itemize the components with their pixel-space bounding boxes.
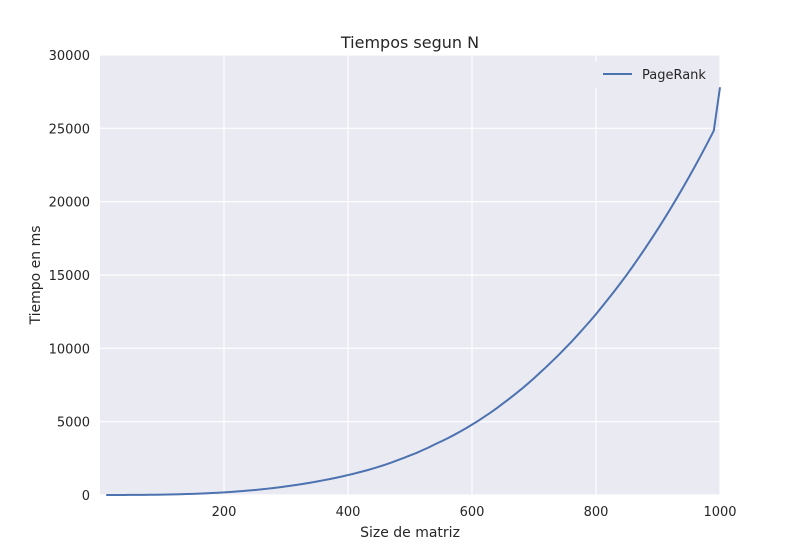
x-axis-ticks: 200 400 600 800 1000 bbox=[212, 505, 737, 520]
y-axis-ticks: 0 5000 10000 15000 20000 25000 30000 bbox=[49, 49, 90, 504]
y-tick-label: 30000 bbox=[49, 49, 90, 64]
grid-lines bbox=[100, 54, 721, 496]
series-layer bbox=[106, 87, 721, 496]
legend: PageRank bbox=[594, 62, 714, 88]
y-tick-label: 15000 bbox=[49, 269, 90, 284]
x-tick-label: 1000 bbox=[703, 505, 736, 520]
y-tick-label: 0 bbox=[82, 489, 90, 504]
y-axis-label: Tiempo en ms bbox=[28, 225, 44, 325]
x-tick-label: 600 bbox=[460, 505, 485, 520]
y-tick-label: 20000 bbox=[49, 196, 90, 211]
series-line-pagerank bbox=[106, 87, 721, 496]
x-tick-label: 200 bbox=[212, 505, 237, 520]
legend-label-pagerank: PageRank bbox=[642, 68, 706, 83]
x-tick-label: 400 bbox=[336, 505, 361, 520]
x-tick-label: 800 bbox=[584, 505, 609, 520]
chart-title: Tiempos segun N bbox=[340, 33, 479, 52]
y-tick-label: 25000 bbox=[49, 122, 90, 137]
y-tick-label: 10000 bbox=[49, 342, 90, 357]
x-axis-label: Size de matriz bbox=[360, 525, 460, 541]
y-tick-label: 5000 bbox=[57, 416, 90, 431]
